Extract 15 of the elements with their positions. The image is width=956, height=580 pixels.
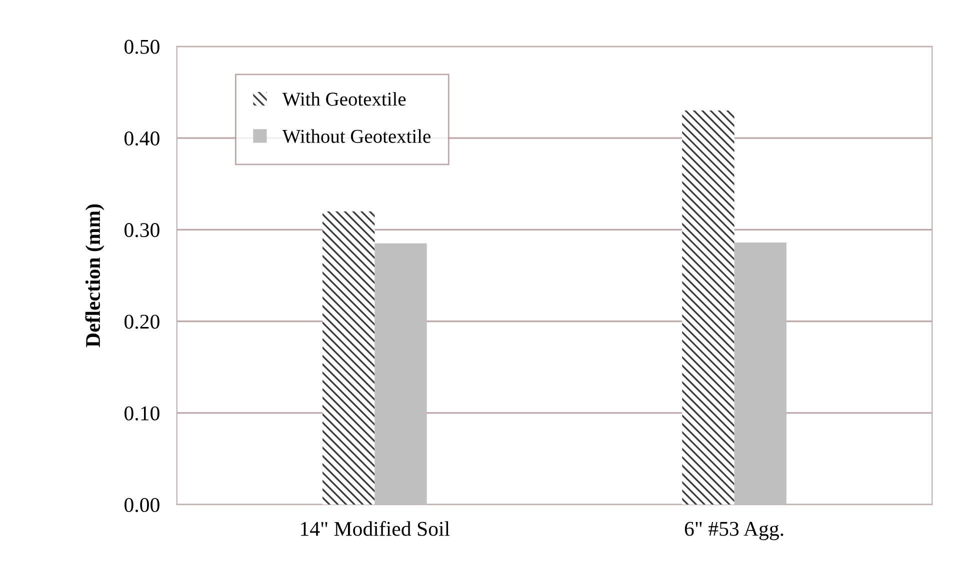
legend-label: Without Geotextile <box>282 129 430 144</box>
x-tick-label: 14" Modified Soil <box>301 521 450 536</box>
y-tick-label: 0.30 <box>124 223 160 238</box>
bar <box>734 242 786 505</box>
y-tick-label: 0.20 <box>124 314 160 329</box>
bar <box>682 110 734 505</box>
y-tick-label: 0.50 <box>124 40 160 54</box>
x-tick-label: 6" #53 Agg. <box>684 522 784 540</box>
y-tick-label: 0.40 <box>124 131 160 146</box>
y-tick-label: 0.00 <box>124 498 160 512</box>
legend-label: With Geotextile <box>282 92 406 106</box>
bar <box>322 211 375 505</box>
y-axis-title: Deflection (mm) <box>85 204 104 348</box>
bar <box>374 243 427 505</box>
y-tick-label: 0.10 <box>124 406 160 420</box>
